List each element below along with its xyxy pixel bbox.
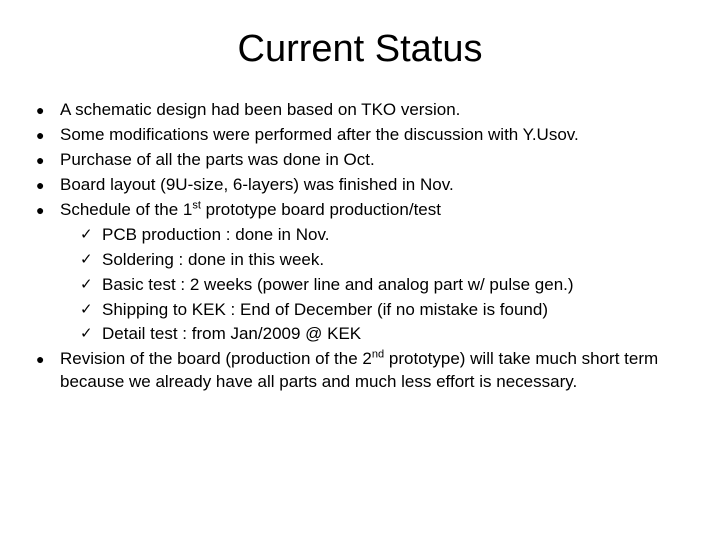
bullet-item: Purchase of all the parts was done in Oc…: [34, 149, 690, 172]
bullet-text-post: prototype board production/test: [201, 200, 441, 219]
sub-bullet-item: Basic test : 2 weeks (power line and ana…: [80, 274, 690, 297]
sub-bullet-item: Detail test : from Jan/2009 @ KEK: [80, 323, 690, 346]
sub-bullet-item: Soldering : done in this week.: [80, 249, 690, 272]
slide-title: Current Status: [30, 28, 690, 71]
bullet-text-pre: Schedule of the 1: [60, 200, 192, 219]
bullet-item: Revision of the board (production of the…: [34, 348, 690, 394]
sub-bullet-item: Shipping to KEK : End of December (if no…: [80, 299, 690, 322]
superscript: nd: [372, 349, 384, 361]
bullet-item: A schematic design had been based on TKO…: [34, 99, 690, 122]
sub-bullet-list: PCB production : done in Nov. Soldering …: [60, 224, 690, 347]
sub-bullet-item: PCB production : done in Nov.: [80, 224, 690, 247]
bullet-item: Some modifications were performed after …: [34, 124, 690, 147]
superscript: st: [192, 199, 201, 211]
bullet-item: Board layout (9U-size, 6-layers) was fin…: [34, 174, 690, 197]
bullet-item: Schedule of the 1st prototype board prod…: [34, 199, 690, 347]
bullet-text-pre: Revision of the board (production of the…: [60, 349, 372, 368]
bullet-list: A schematic design had been based on TKO…: [30, 99, 690, 394]
